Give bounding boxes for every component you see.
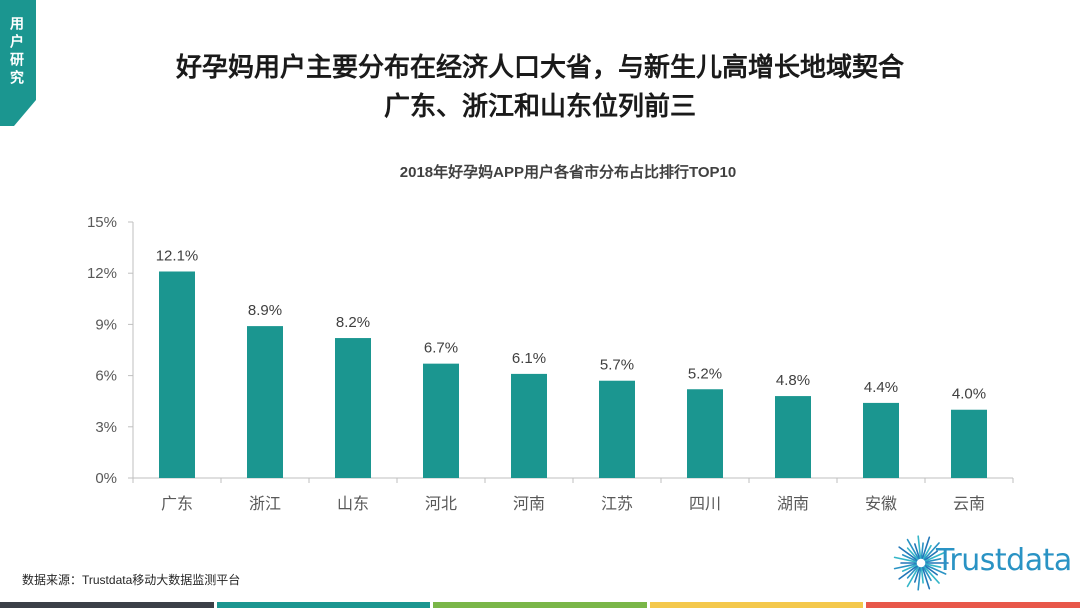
sunburst-icon-ray — [924, 564, 947, 575]
chart-bar — [511, 373, 547, 478]
x-tick-label: 江苏 — [601, 495, 633, 513]
sunburst-icon-ray — [925, 558, 942, 563]
chart-bar — [599, 380, 635, 478]
y-tick-label: 6% — [95, 368, 117, 385]
y-tick-label: 3% — [95, 419, 117, 436]
bar-value-label: 5.7% — [600, 357, 634, 374]
footer-stripe-segment — [866, 602, 1080, 608]
sunburst-icon-ray — [898, 565, 918, 580]
sunburst-icon-ray — [893, 556, 917, 563]
x-tick-label: 湖南 — [777, 495, 809, 513]
y-tick-label: 15% — [87, 214, 117, 231]
footer-stripe-segment — [649, 602, 864, 608]
sunburst-icon-ray — [923, 565, 940, 584]
section-tab — [0, 0, 36, 126]
sunburst-icon-ray — [921, 536, 931, 560]
footer-stripe-segment — [0, 602, 214, 608]
sunburst-icon-ray — [921, 566, 931, 590]
sunburst-icon-ray — [898, 546, 918, 561]
sunburst-icon-ray — [914, 543, 921, 560]
footer-stripe-segment — [433, 602, 647, 608]
footer-color-stripe — [0, 602, 1080, 608]
bar-value-label: 4.8% — [776, 372, 810, 389]
page-title: 好孕妈用户主要分布在经济人口大省，与新生儿高增长地域契合 — [175, 52, 904, 82]
chart-bar — [687, 389, 723, 478]
chart-bar — [335, 338, 371, 478]
page-subtitle: 广东、浙江和山东位列前三 — [383, 91, 696, 121]
sunburst-icon-ray — [920, 567, 924, 584]
x-tick-label: 四川 — [689, 496, 721, 513]
sunburst-icon-ray — [906, 547, 919, 561]
section-tab-label: 用户研究 — [9, 16, 25, 88]
y-tick-label: 0% — [95, 470, 117, 487]
data-source-note: 数据来源：Trustdata移动大数据监测平台 — [22, 573, 241, 587]
sunburst-icon-ray — [925, 563, 942, 568]
sunburst-icon-ray — [917, 535, 922, 559]
sunburst-icon-ray — [893, 563, 917, 570]
sunburst-icon-ray — [906, 565, 919, 579]
sunburst-icon-ray — [924, 550, 938, 561]
y-tick-label: 9% — [95, 316, 117, 333]
chart-bar — [423, 363, 459, 478]
x-tick-label: 河北 — [425, 495, 457, 513]
x-tick-label: 安徽 — [865, 495, 897, 513]
sunburst-icon-ray — [901, 554, 918, 562]
chart-bar — [247, 326, 283, 478]
sunburst-icon-ray — [901, 564, 918, 572]
bar-value-label: 8.9% — [248, 302, 282, 319]
bar-value-label: 4.4% — [864, 379, 898, 396]
x-tick-label: 河南 — [513, 495, 545, 513]
sunburst-icon-ray — [906, 538, 920, 560]
trustdata-logo-text: Trustdata — [936, 543, 1072, 578]
sunburst-icon-ray — [922, 544, 932, 560]
sunburst-icon-ray — [923, 542, 940, 561]
bar-value-label: 12.1% — [156, 247, 199, 264]
chart-title: 2018年好孕妈APP用户各省市分布占比排行TOP10 — [399, 164, 737, 181]
bar-value-label: 4.0% — [952, 386, 986, 403]
sunburst-icon-ray — [920, 542, 924, 559]
sunburst-icon-ray — [917, 567, 922, 591]
sunburst-icon-ray — [924, 551, 947, 562]
bar-value-label: 5.2% — [688, 365, 722, 382]
sunburst-icon-ray — [922, 566, 932, 582]
chart-bar — [951, 409, 987, 478]
x-tick-label: 广东 — [161, 495, 193, 513]
sunburst-icon-ray — [906, 566, 920, 588]
x-tick-label: 云南 — [953, 495, 985, 513]
bar-value-label: 6.7% — [424, 340, 458, 357]
sunburst-icon-ray — [914, 566, 921, 583]
bar-value-label: 8.2% — [336, 314, 370, 331]
bar-value-label: 6.1% — [512, 350, 546, 367]
sunburst-icon-ray — [924, 565, 938, 576]
y-tick-label: 12% — [87, 265, 117, 282]
chart-bar — [159, 271, 195, 478]
x-tick-label: 浙江 — [249, 495, 281, 513]
chart-bar — [863, 402, 899, 478]
x-tick-label: 山东 — [337, 495, 369, 513]
footer-stripe-segment — [216, 602, 431, 608]
chart-bar — [775, 396, 811, 478]
